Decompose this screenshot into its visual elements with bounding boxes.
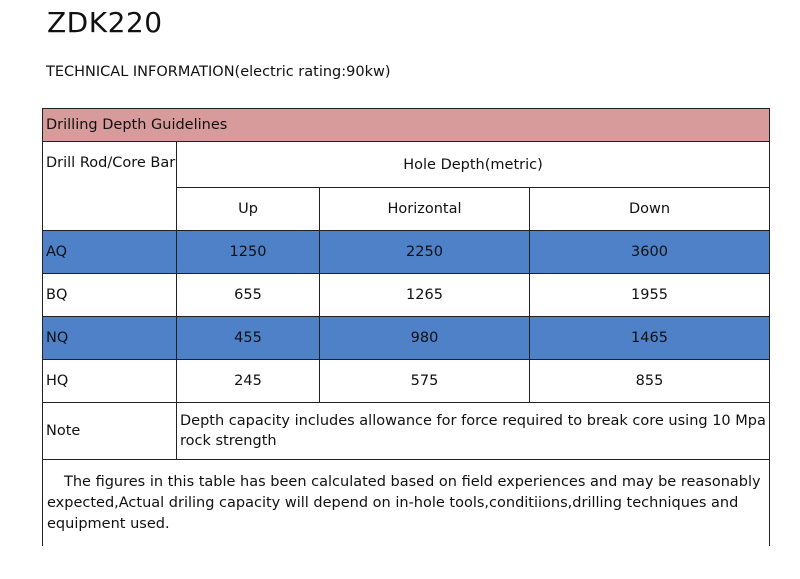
table-row: HQ 245 575 855 [42, 359, 771, 403]
row-up: 245 [176, 359, 320, 403]
row-down: 1465 [528, 316, 771, 360]
page-title: ZDK220 [47, 6, 163, 39]
rod-header: Drill Rod/Core Bar [42, 141, 177, 231]
row-down: 3600 [528, 230, 771, 274]
drilling-depth-table: Drilling Depth Guidelines Drill Rod/Core… [41, 108, 771, 546]
note-label: Note [42, 402, 177, 460]
row-up: 455 [176, 316, 320, 360]
row-rod: HQ [42, 359, 177, 403]
row-rod: NQ [42, 316, 177, 360]
column-header-horizontal: Horizontal [319, 187, 530, 231]
row-horizontal: 980 [319, 316, 530, 360]
column-header-up: Up [176, 187, 320, 231]
row-horizontal: 1265 [319, 273, 530, 317]
note-text: Depth capacity includes allowance for fo… [175, 402, 771, 460]
page-subtitle: TECHNICAL INFORMATION(electric rating:90… [46, 64, 391, 80]
row-horizontal: 2250 [319, 230, 530, 274]
footer-text: The figures in this table has been calcu… [41, 459, 771, 546]
depth-header: Hole Depth(metric) [175, 141, 771, 188]
table-row: BQ 655 1265 1955 [42, 273, 771, 317]
table-note-row: Note Depth capacity includes allowance f… [42, 402, 771, 460]
table-section-header-row: Drilling Depth Guidelines [41, 108, 771, 142]
section-header: Drilling Depth Guidelines [41, 108, 771, 142]
table-footer-row: The figures in this table has been calcu… [41, 459, 771, 546]
row-down: 855 [528, 359, 771, 403]
table-subheader-row: Up Horizontal Down [43, 187, 771, 231]
column-header-down: Down [528, 187, 771, 231]
table-row: NQ 455 980 1465 [42, 316, 771, 360]
table-header-row: Drill Rod/Core Bar Hole Depth(metric) [42, 141, 771, 231]
row-up: 655 [176, 273, 320, 317]
row-rod: BQ [42, 273, 177, 317]
row-up: 1250 [176, 230, 320, 274]
row-horizontal: 575 [319, 359, 530, 403]
row-rod: AQ [42, 230, 177, 274]
row-down: 1955 [528, 273, 771, 317]
table-row: AQ 1250 2250 3600 [42, 230, 771, 274]
